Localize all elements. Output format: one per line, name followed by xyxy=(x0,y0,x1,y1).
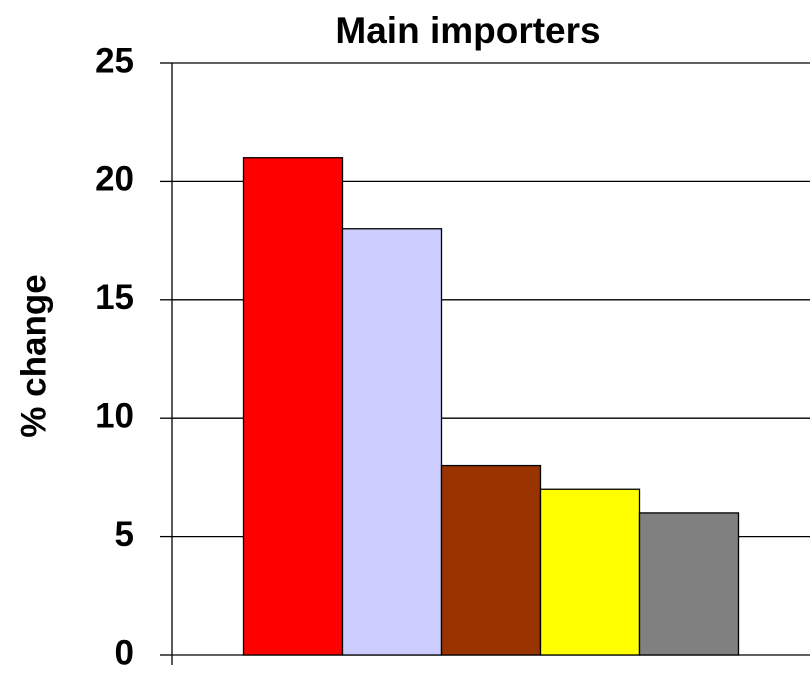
bar xyxy=(242,157,344,656)
bar xyxy=(638,512,740,656)
y-tick-label: 0 xyxy=(115,633,134,672)
y-tick-label: 15 xyxy=(95,278,134,317)
y-tick-label: 20 xyxy=(95,160,134,199)
y-tick-label: 25 xyxy=(95,41,134,80)
chart-title: Main importers xyxy=(335,10,600,51)
y-tick-label: 5 xyxy=(115,515,134,554)
bar xyxy=(539,488,641,656)
y-axis-label: % change xyxy=(14,274,53,437)
bar xyxy=(440,464,542,656)
bar xyxy=(341,228,443,656)
y-tick-label: 10 xyxy=(95,396,134,435)
